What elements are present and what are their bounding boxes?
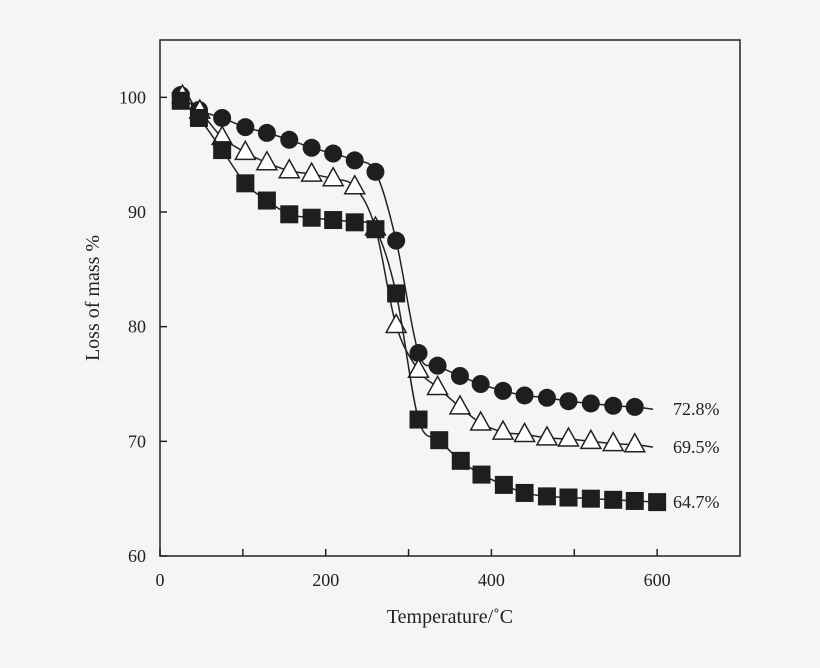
data-point-square: [604, 490, 623, 509]
data-point-triangle: [513, 421, 536, 443]
data-point-circle: [625, 397, 644, 416]
end-value-label: 69.5%: [673, 437, 720, 457]
x-tick-label: 0: [156, 570, 165, 590]
data-point-circle: [581, 394, 600, 413]
data-point-square: [625, 491, 644, 510]
data-point-triangle: [601, 431, 625, 452]
data-point-square: [213, 141, 232, 160]
data-point-square: [387, 284, 406, 303]
data-point-triangle: [255, 150, 279, 171]
data-point-circle: [409, 344, 428, 363]
data-point-circle: [257, 123, 276, 142]
data-point-circle: [280, 130, 299, 149]
data-point-square: [451, 451, 470, 470]
data-point-square: [559, 488, 578, 507]
series-filled-square: 64.7%: [171, 91, 720, 512]
data-point-triangle: [277, 158, 301, 179]
data-point-circle: [345, 151, 364, 170]
data-point-circle: [302, 138, 321, 157]
data-point-triangle: [623, 432, 647, 453]
data-point-square: [648, 493, 667, 512]
data-point-triangle: [343, 174, 366, 195]
data-point-square: [515, 483, 534, 502]
data-point-square: [189, 108, 208, 127]
data-point-triangle: [579, 428, 603, 450]
data-point-triangle: [407, 357, 430, 378]
data-point-circle: [515, 386, 534, 405]
data-point-triangle: [557, 426, 580, 447]
data-point-square: [430, 431, 449, 450]
end-value-label: 64.7%: [673, 492, 720, 512]
data-point-circle: [604, 396, 623, 415]
data-point-triangle: [234, 139, 257, 161]
data-point-triangle: [426, 374, 449, 396]
y-tick-label: 70: [128, 431, 146, 451]
y-tick-label: 80: [128, 317, 146, 337]
series-line: [181, 95, 654, 448]
data-point-square: [345, 213, 364, 232]
data-point-circle: [450, 366, 469, 385]
data-point-triangle: [491, 419, 515, 440]
series-filled-circle: 72.8%: [171, 86, 720, 419]
data-point-square: [324, 211, 343, 230]
data-point-circle: [387, 231, 406, 250]
data-point-triangle: [469, 410, 492, 431]
data-point-square: [494, 475, 513, 494]
data-point-square: [409, 410, 428, 429]
y-axis-label: Loss of mass %: [82, 235, 104, 361]
data-point-circle: [559, 392, 578, 411]
data-point-triangle: [535, 425, 559, 446]
data-point-square: [257, 191, 276, 210]
data-point-circle: [428, 356, 447, 375]
data-point-square: [537, 487, 556, 506]
data-point-circle: [324, 144, 343, 163]
data-point-square: [171, 91, 190, 110]
data-point-circle: [471, 375, 490, 393]
data-point-square: [236, 174, 255, 193]
data-point-square: [302, 208, 321, 227]
data-point-square: [366, 220, 385, 239]
data-point-circle: [213, 108, 232, 127]
data-point-circle: [537, 388, 556, 407]
x-axis-label: Temperature/˚C: [387, 606, 513, 628]
y-tick-label: 90: [128, 202, 146, 222]
data-point-circle: [236, 118, 255, 137]
data-point-triangle: [300, 161, 323, 182]
end-value-label: 72.8%: [673, 399, 720, 419]
data-point-triangle: [448, 394, 472, 415]
x-tick-label: 400: [478, 570, 505, 590]
data-point-square: [581, 489, 600, 508]
x-tick-label: 600: [644, 570, 671, 590]
data-point-circle: [366, 162, 385, 181]
plot-frame: [159, 39, 741, 557]
y-tick-label: 60: [128, 546, 146, 566]
data-point-circle: [494, 381, 513, 400]
x-tick-label: 200: [312, 570, 339, 590]
data-point-square: [280, 205, 299, 224]
data-point-triangle: [321, 166, 345, 187]
y-tick-label: 100: [119, 87, 146, 107]
data-point-square: [472, 465, 491, 484]
